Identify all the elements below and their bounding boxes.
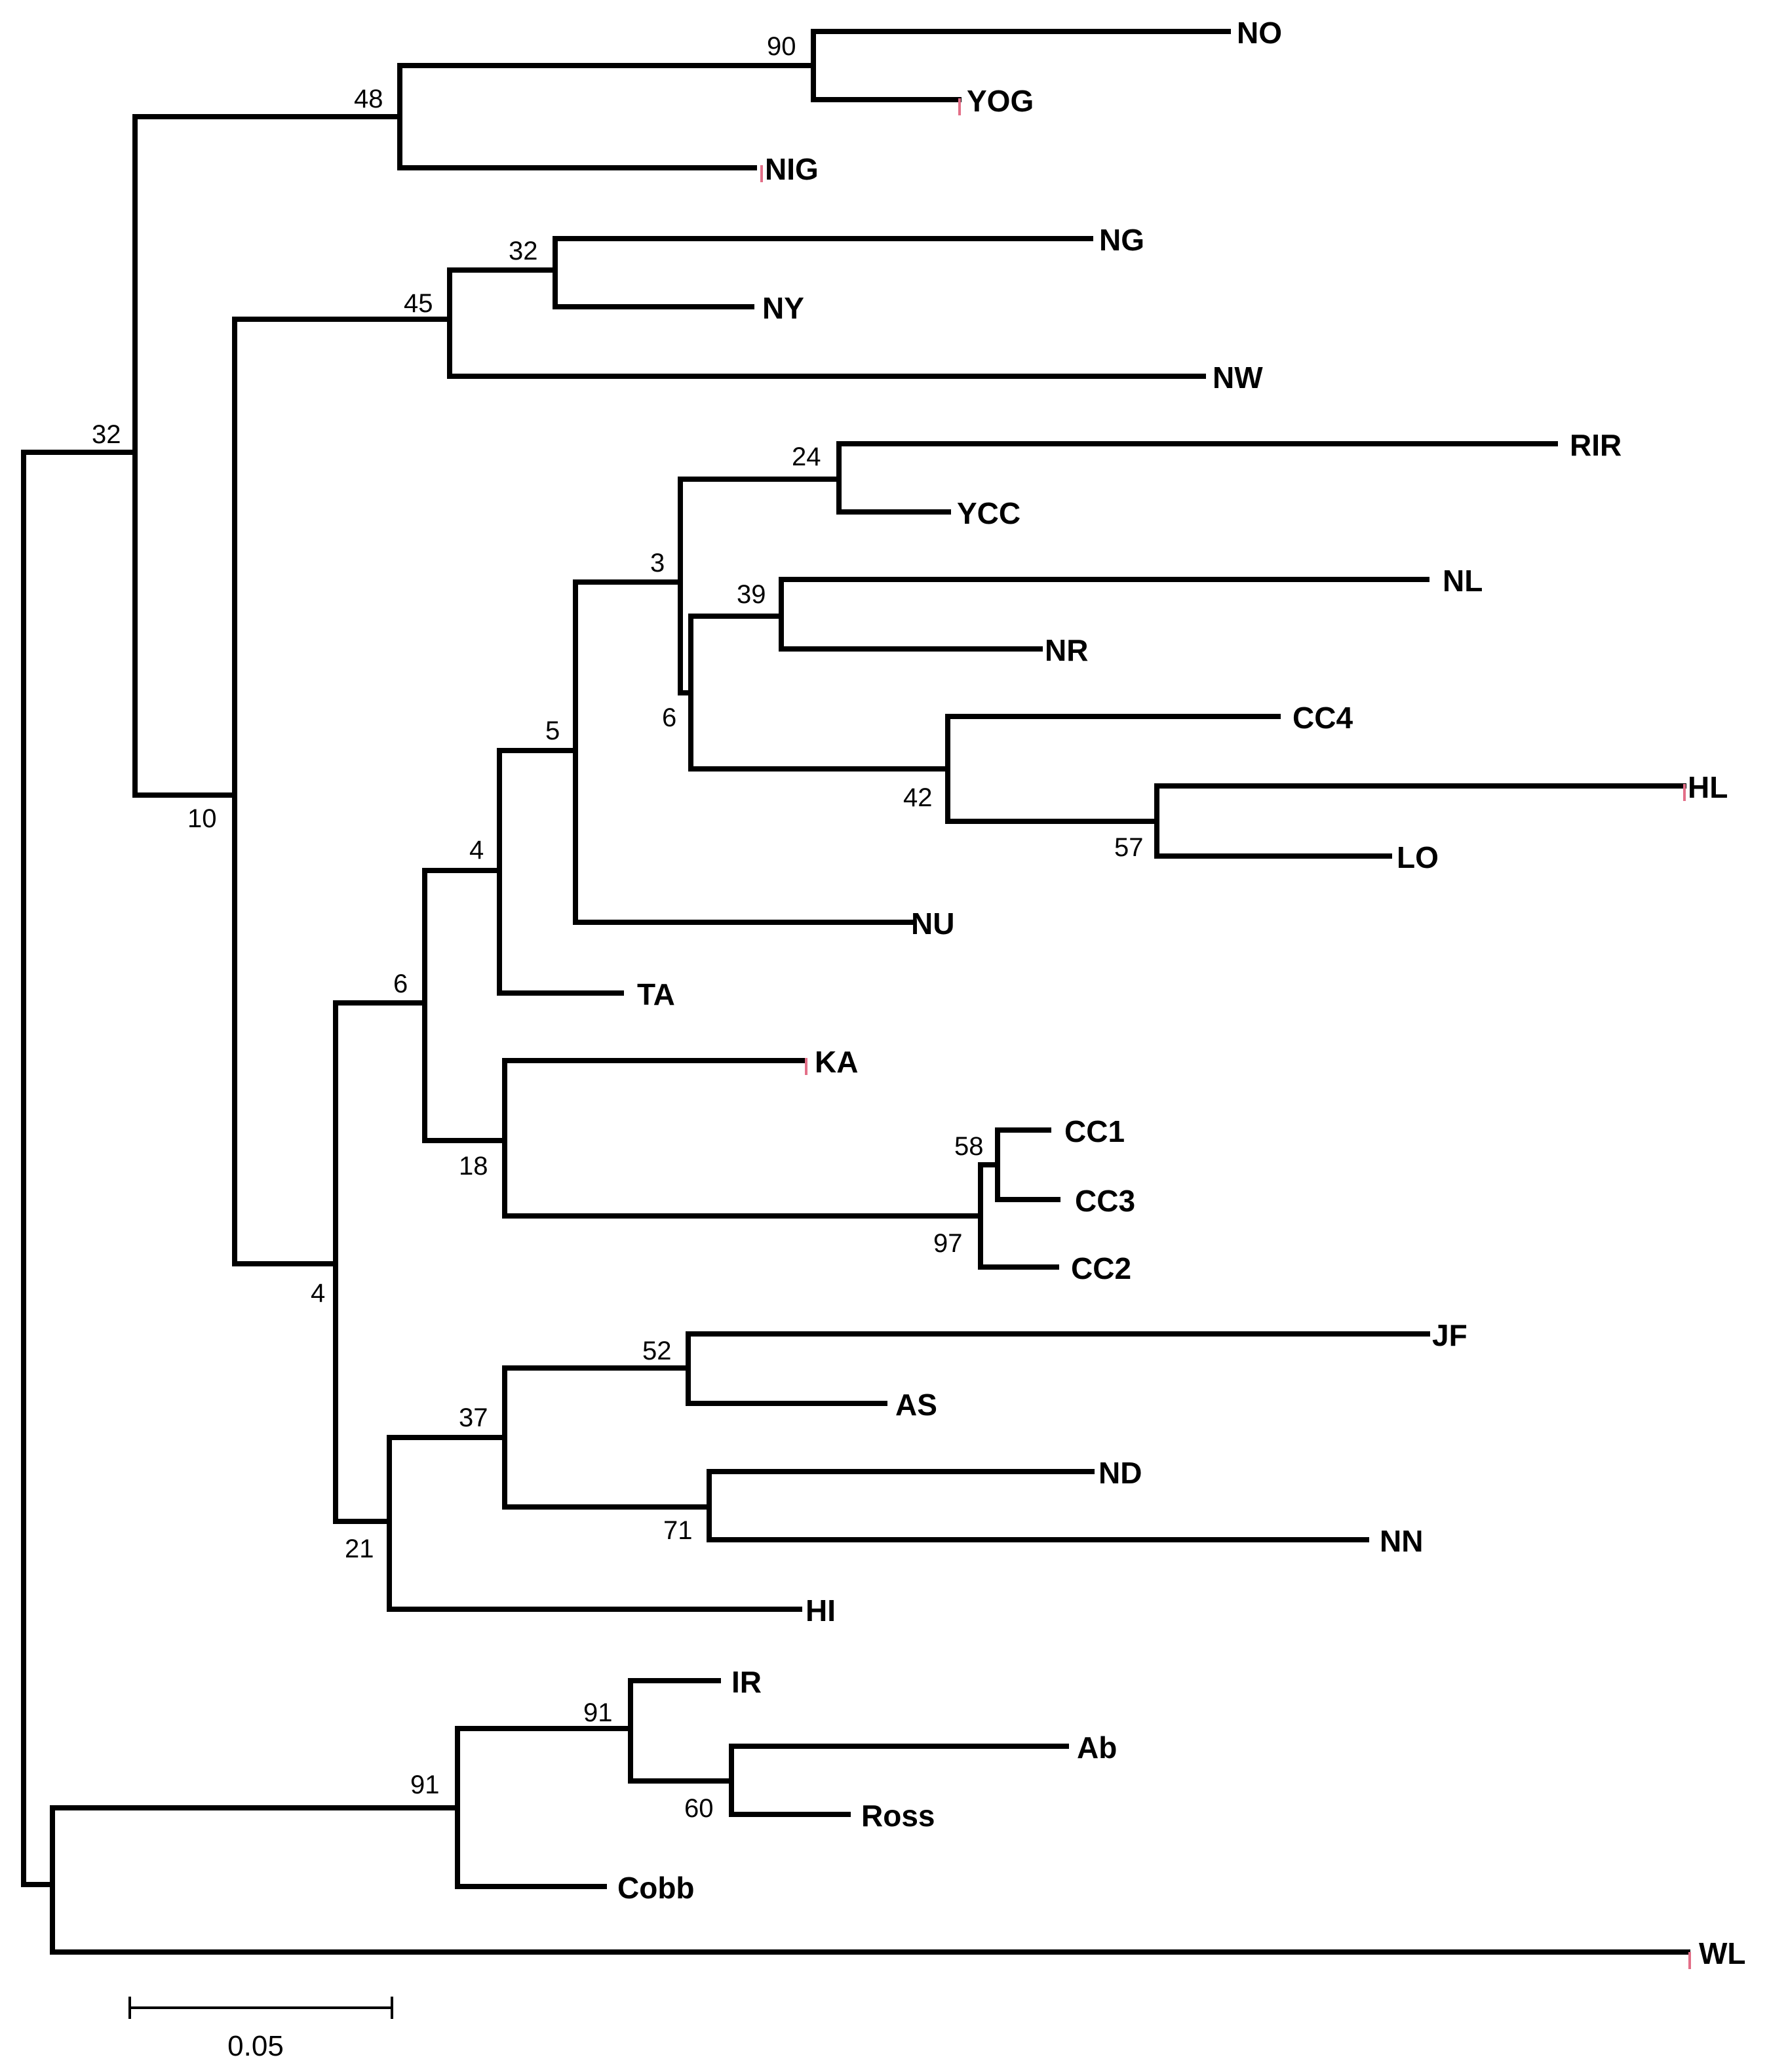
support-value: 91 xyxy=(410,1770,440,1799)
support-value: 24 xyxy=(792,442,821,471)
taxon-label-cc2: CC2 xyxy=(1071,1251,1131,1285)
taxon-label-wl: WL xyxy=(1699,1936,1746,1970)
tick-mark-nig xyxy=(760,165,763,182)
support-value: 6 xyxy=(393,969,408,998)
taxon-label-nw: NW xyxy=(1213,361,1263,395)
taxon-label-nig: NIG xyxy=(765,152,819,186)
support-value: 58 xyxy=(954,1132,984,1161)
taxon-label-as: AS xyxy=(895,1388,937,1422)
taxon-label-ab: Ab xyxy=(1077,1730,1117,1765)
support-value: 4 xyxy=(311,1279,325,1308)
taxon-label-ng: NG xyxy=(1099,223,1144,257)
taxon-label-nl: NL xyxy=(1443,564,1483,598)
taxon-label-nn: NN xyxy=(1380,1524,1423,1558)
taxon-label-ross: Ross xyxy=(861,1799,935,1833)
support-value: 52 xyxy=(642,1337,672,1365)
support-value: 21 xyxy=(345,1534,374,1563)
scale-bar: 0.05 xyxy=(128,1997,393,2062)
support-value: 32 xyxy=(92,420,121,449)
support-value: 60 xyxy=(684,1794,714,1823)
taxon-label-cc3: CC3 xyxy=(1075,1184,1135,1218)
tip-tick-marks xyxy=(760,98,1691,1969)
support-values: 90 48 32 45 32 10 24 3 39 6 42 57 5 4 6 … xyxy=(92,32,1144,1823)
taxon-label-ycc: YCC xyxy=(957,496,1021,530)
taxon-label-ka: KA xyxy=(815,1045,858,1079)
support-value: 10 xyxy=(187,804,217,833)
support-value: 97 xyxy=(933,1229,963,1258)
support-value: 37 xyxy=(459,1403,488,1432)
taxon-label-lo: LO xyxy=(1397,840,1439,874)
support-value: 32 xyxy=(509,237,538,265)
taxon-label-hi: HI xyxy=(806,1593,836,1628)
taxon-label-ny: NY xyxy=(762,291,804,325)
support-value: 39 xyxy=(737,580,766,609)
taxon-label-nd: ND xyxy=(1098,1456,1142,1490)
taxon-label-cc4: CC4 xyxy=(1293,701,1353,735)
tick-mark-yog xyxy=(958,98,961,115)
support-value: 71 xyxy=(663,1516,693,1545)
support-value: 18 xyxy=(459,1152,488,1181)
taxon-label-cc1: CC1 xyxy=(1064,1114,1125,1148)
tick-mark-wl xyxy=(1688,1952,1691,1969)
taxon-label-nr: NR xyxy=(1045,633,1088,667)
tick-mark-ka xyxy=(805,1058,807,1075)
taxon-label-ta: TA xyxy=(637,977,675,1011)
taxon-label-rir: RIR xyxy=(1570,428,1622,462)
support-value: 90 xyxy=(767,32,796,61)
tick-mark-hl xyxy=(1683,784,1686,801)
tree-branches xyxy=(21,29,1690,1955)
support-value: 6 xyxy=(662,703,676,732)
taxon-label-cobb: Cobb xyxy=(617,1871,695,1905)
support-value: 45 xyxy=(404,289,433,318)
scale-bar-label: 0.05 xyxy=(227,2030,284,2062)
support-value: 42 xyxy=(903,783,933,812)
support-value: 57 xyxy=(1114,833,1144,862)
taxon-label-jf: JF xyxy=(1432,1318,1468,1352)
taxon-label-hl: HL xyxy=(1688,770,1728,804)
taxon-label-nu: NU xyxy=(911,907,954,941)
support-value: 91 xyxy=(583,1698,613,1727)
taxon-labels: NO YOG NIG NG NY NW RIR YCC NL NR CC4 HL… xyxy=(617,16,1746,1970)
taxon-label-no: NO xyxy=(1237,16,1282,50)
support-value: 4 xyxy=(469,836,484,865)
taxon-label-yog: YOG xyxy=(967,84,1034,118)
support-value: 3 xyxy=(650,549,665,577)
support-value: 5 xyxy=(545,716,560,745)
support-value: 48 xyxy=(354,85,383,113)
taxon-label-ir: IR xyxy=(731,1665,762,1699)
